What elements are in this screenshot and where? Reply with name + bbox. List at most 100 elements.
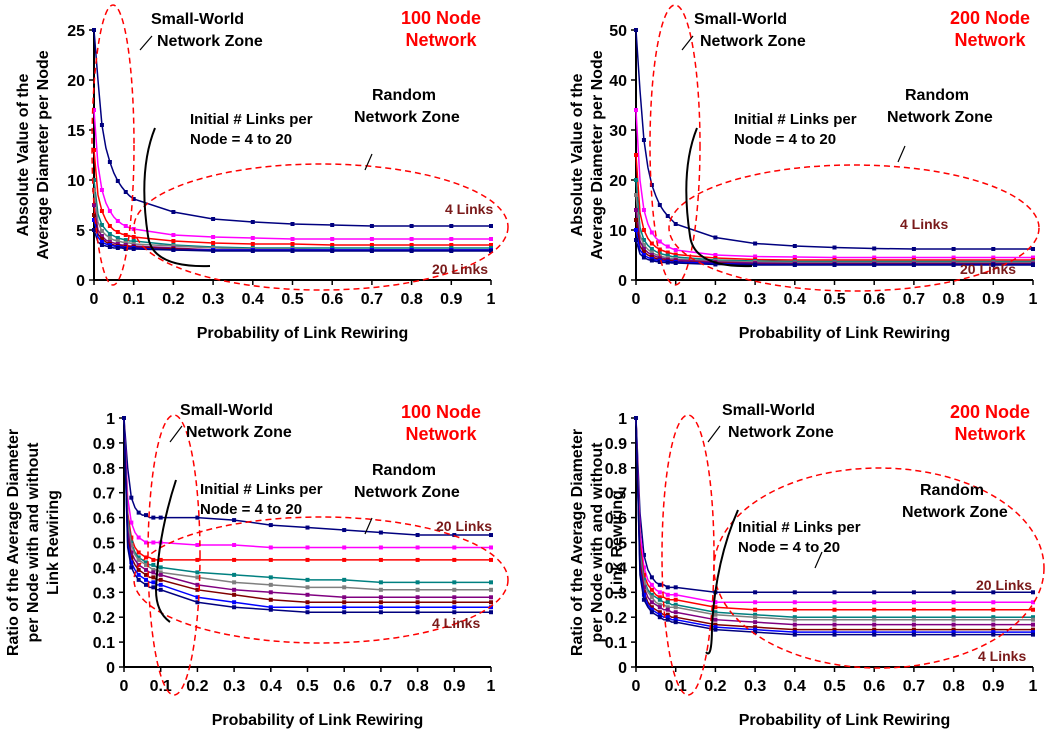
data-point (911, 615, 916, 620)
data-point (131, 235, 136, 239)
data-point (144, 540, 149, 545)
data-point (832, 622, 837, 627)
data-point (832, 255, 837, 260)
data-point (872, 617, 877, 622)
data-point (158, 577, 163, 582)
data-point (378, 580, 383, 585)
data-point (171, 248, 176, 252)
network-label: 200 Node (950, 8, 1030, 28)
data-point (673, 610, 678, 615)
data-point (131, 197, 136, 201)
data-point (342, 528, 347, 533)
data-point (665, 597, 670, 602)
small-world-label: Network Zone (186, 424, 292, 441)
y-tick-label: 0.4 (605, 560, 627, 577)
data-point (911, 600, 916, 605)
data-point (107, 160, 112, 164)
x-axis-label: Probability of Link Rewiring (739, 712, 951, 729)
data-point (641, 597, 646, 602)
data-point (872, 630, 877, 635)
data-point (991, 617, 996, 622)
data-point (1031, 630, 1035, 635)
data-point (195, 542, 200, 547)
data-point (151, 562, 156, 567)
data-point (641, 255, 646, 260)
data-point (991, 607, 996, 612)
data-point (634, 108, 638, 112)
data-point (1031, 255, 1035, 260)
x-axis-label: Probability of Link Rewiring (197, 325, 409, 342)
random-zone-label: Random (920, 482, 984, 499)
data-point (673, 602, 678, 607)
data-point (195, 600, 200, 605)
data-point (657, 247, 662, 252)
data-point (369, 237, 374, 241)
y-tick-label: 0.9 (93, 436, 115, 453)
data-point (649, 605, 654, 610)
data-point (713, 617, 718, 622)
data-point (951, 607, 956, 612)
network-label: Network (954, 424, 1026, 444)
data-point (832, 627, 837, 632)
x-tick-label: 1 (1029, 291, 1038, 308)
small-world-label: Small-World (694, 11, 787, 28)
data-point (151, 575, 156, 580)
data-point (753, 625, 758, 630)
data-point (115, 230, 120, 234)
data-point (634, 208, 638, 212)
x-tick-label: 0.6 (321, 291, 343, 308)
x-tick-label: 0.5 (823, 678, 845, 695)
data-point (649, 595, 654, 600)
data-point (657, 612, 662, 617)
data-point (151, 567, 156, 572)
data-point (342, 545, 347, 550)
data-point (158, 557, 163, 562)
data-point (991, 263, 996, 267)
data-point (129, 565, 134, 570)
link-count-label: 4 Links (432, 615, 480, 631)
network-label: 100 Node (401, 402, 481, 422)
data-point (369, 249, 374, 253)
data-point (1031, 263, 1035, 267)
data-point (211, 235, 216, 239)
data-point (158, 565, 163, 570)
data-point (657, 239, 662, 244)
data-point (342, 610, 347, 615)
data-point (911, 247, 916, 251)
data-point (144, 582, 149, 587)
arrow (364, 153, 373, 171)
arrow (139, 35, 153, 51)
data-point (250, 220, 255, 224)
data-point (123, 238, 128, 242)
data-point (641, 247, 646, 251)
data-point (151, 570, 156, 575)
network-label: Network (954, 30, 1026, 50)
random-zone-label: Network Zone (902, 504, 1008, 521)
data-point (665, 615, 670, 620)
data-point (649, 592, 654, 597)
data-point (378, 605, 383, 610)
data-point (951, 622, 956, 627)
x-tick-label: 0.9 (440, 291, 462, 308)
x-tick-label: 0.3 (202, 291, 224, 308)
data-point (136, 577, 141, 582)
data-point (872, 632, 877, 637)
data-point (305, 592, 310, 597)
data-point (129, 550, 134, 555)
y-tick-label: 0.7 (93, 486, 115, 503)
data-point (951, 617, 956, 622)
data-point (131, 247, 136, 251)
data-point (99, 229, 104, 233)
data-point (452, 587, 457, 592)
links-arrow (685, 127, 753, 268)
data-point (290, 237, 295, 241)
data-point (211, 241, 216, 245)
x-tick-label: 1 (487, 678, 496, 695)
data-point (415, 587, 420, 592)
data-point (753, 620, 758, 625)
data-point (872, 255, 877, 260)
small-world-zone-ellipse (147, 414, 201, 696)
data-point (634, 178, 638, 182)
data-point (129, 560, 134, 565)
data-point (342, 557, 347, 562)
